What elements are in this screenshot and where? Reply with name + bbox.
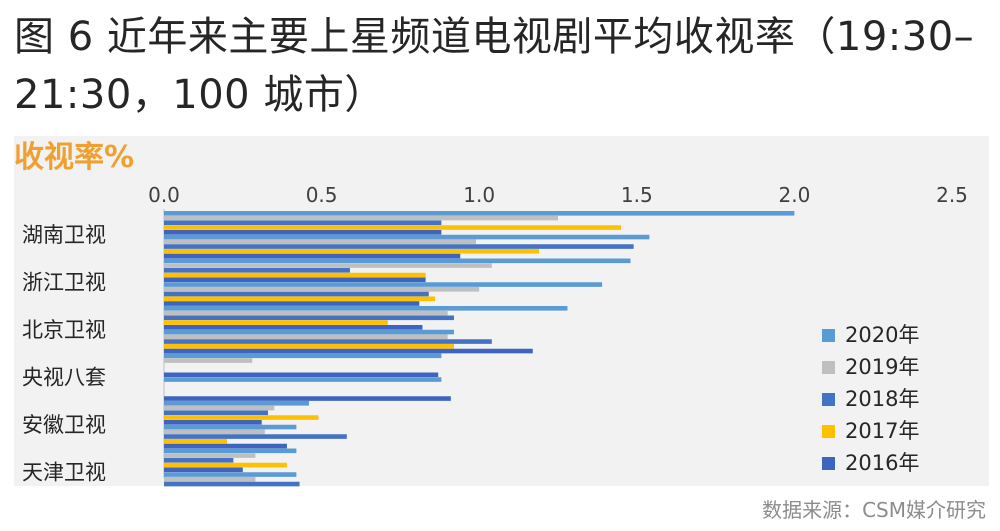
bar [164, 334, 448, 340]
category-label: 安徽卫视 [22, 413, 106, 437]
bar [164, 211, 795, 216]
bar [164, 467, 243, 473]
bar [164, 420, 262, 425]
bar [164, 443, 287, 449]
x-tick-label: 1.0 [463, 183, 495, 207]
bar [164, 263, 492, 268]
bar [164, 277, 426, 283]
legend-label: 2020年 [845, 323, 919, 347]
bar [164, 329, 454, 335]
bar [164, 239, 477, 245]
bar [164, 429, 265, 435]
bar [164, 230, 442, 235]
figure-title: 图 6 近年来主要上星频道电视剧平均收视率（19:30–21:30，100 城市… [14, 14, 975, 118]
bar [164, 377, 442, 382]
bar [164, 325, 423, 330]
axis-title: 收视率% [14, 140, 135, 175]
bar [164, 301, 420, 306]
bar [164, 287, 480, 292]
category-label: 央视八套 [22, 365, 106, 389]
bar [164, 253, 461, 259]
legend-label: 2019年 [845, 355, 919, 379]
bar [164, 291, 429, 297]
bar [164, 405, 275, 411]
bar [164, 268, 350, 273]
bar [164, 458, 234, 463]
bar [164, 315, 454, 321]
legend-swatch [822, 393, 835, 406]
x-tick-label: 1.5 [621, 183, 653, 207]
bar [164, 225, 622, 230]
bar [164, 415, 319, 420]
bar [164, 481, 300, 487]
bar [164, 249, 540, 254]
bar [164, 272, 426, 278]
bar [164, 434, 347, 439]
bar [164, 282, 603, 287]
bar [164, 401, 309, 406]
category-label: 北京卫视 [22, 318, 106, 342]
x-tick-label: 2.5 [936, 183, 968, 207]
bar [164, 244, 634, 249]
bar [164, 477, 256, 482]
bar [164, 215, 558, 221]
x-tick-label: 0.0 [148, 183, 180, 207]
bar [164, 410, 269, 416]
category-label: 湖南卫视 [22, 223, 106, 247]
legend-swatch [822, 329, 835, 342]
bar [164, 462, 287, 468]
bar [164, 220, 442, 226]
bar [164, 358, 253, 363]
bar [164, 310, 448, 316]
x-tick-label: 0.5 [306, 183, 338, 207]
legend-swatch [822, 425, 835, 438]
bar [164, 258, 631, 264]
bar [164, 339, 492, 344]
bar [164, 353, 442, 359]
bar [164, 306, 568, 311]
legend-label: 2016年 [845, 451, 919, 475]
bar [164, 344, 454, 349]
bar [164, 296, 436, 302]
legend-label: 2017年 [845, 419, 919, 443]
bar [164, 372, 439, 378]
bar [164, 348, 533, 354]
bar [164, 439, 228, 444]
bar [164, 472, 297, 477]
category-label: 浙江卫视 [22, 270, 106, 294]
bar [164, 234, 650, 240]
bar [164, 320, 388, 325]
bar [164, 448, 297, 454]
category-label: 天津卫视 [22, 460, 106, 484]
legend-swatch [822, 457, 835, 470]
legend-swatch [822, 361, 835, 374]
legend-label: 2018年 [845, 387, 919, 411]
x-tick-label: 2.0 [778, 183, 810, 207]
bar [164, 396, 451, 401]
source-note: 数据来源：CSM媒介研究 [762, 498, 986, 522]
bar [164, 453, 256, 458]
bar [164, 424, 297, 430]
